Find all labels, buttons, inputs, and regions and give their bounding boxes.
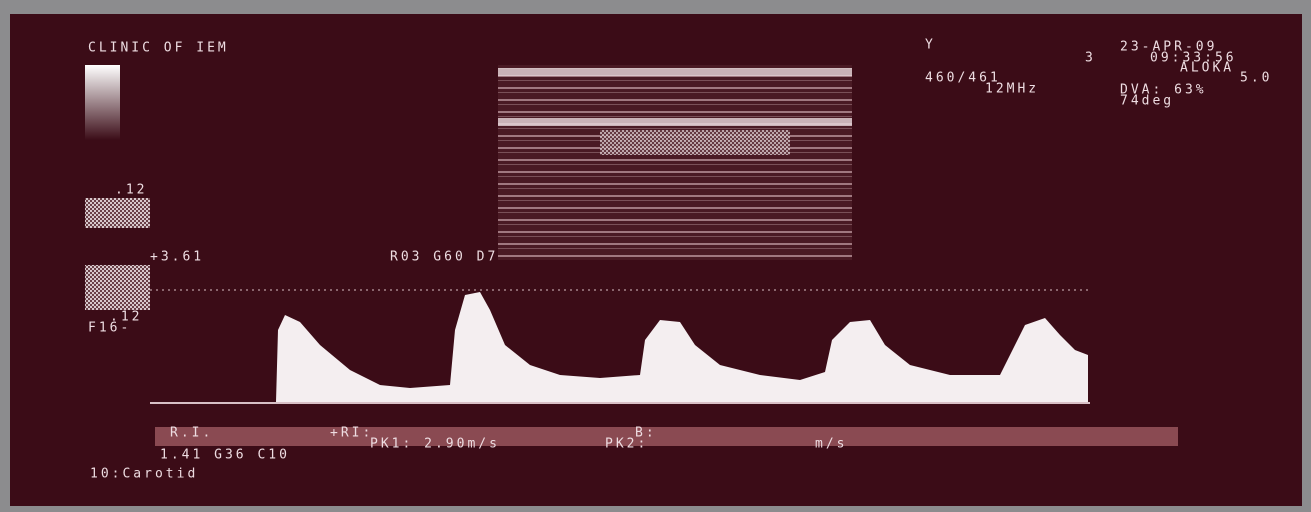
gain: R03 G60 D7 [390,250,498,265]
velocity: +3.61 [150,250,204,265]
vessel-wall [498,68,852,76]
page: CLINIC OF IEM Y 3 23-APR-09 09:33:56 ALO… [0,0,1311,512]
maker: ALOKA [1180,61,1234,76]
color-scale-bottom [85,265,150,310]
preset: 10:Carotid [90,467,198,482]
pk2-unit: m/s [815,437,847,452]
filter: F16- [88,321,131,336]
pk1: PK1: 2.90m/s [370,437,500,452]
label: 3 [1085,51,1096,66]
vessel-wall [498,118,852,126]
clinic: CLINIC OF IEM [88,41,229,56]
label: Y [925,38,936,53]
pk2: PK2: [605,437,648,452]
sample-volume [600,130,790,155]
frequency: 12MHz [985,82,1039,97]
ri: R.I. [170,426,213,441]
measurement-bar [155,427,1178,446]
angle: 74deg [1120,94,1174,109]
b-mode-image [498,65,852,260]
plus-ri: +RI: [330,426,373,441]
scale-label: .12 [115,183,147,198]
settings: 1.41 G36 C10 [160,448,290,463]
color-scale-top [85,198,150,228]
gray-scale-bar [85,65,120,140]
setting: 5.0 [1240,71,1272,86]
ultrasound-screen: CLINIC OF IEM Y 3 23-APR-09 09:33:56 ALO… [0,0,1311,512]
